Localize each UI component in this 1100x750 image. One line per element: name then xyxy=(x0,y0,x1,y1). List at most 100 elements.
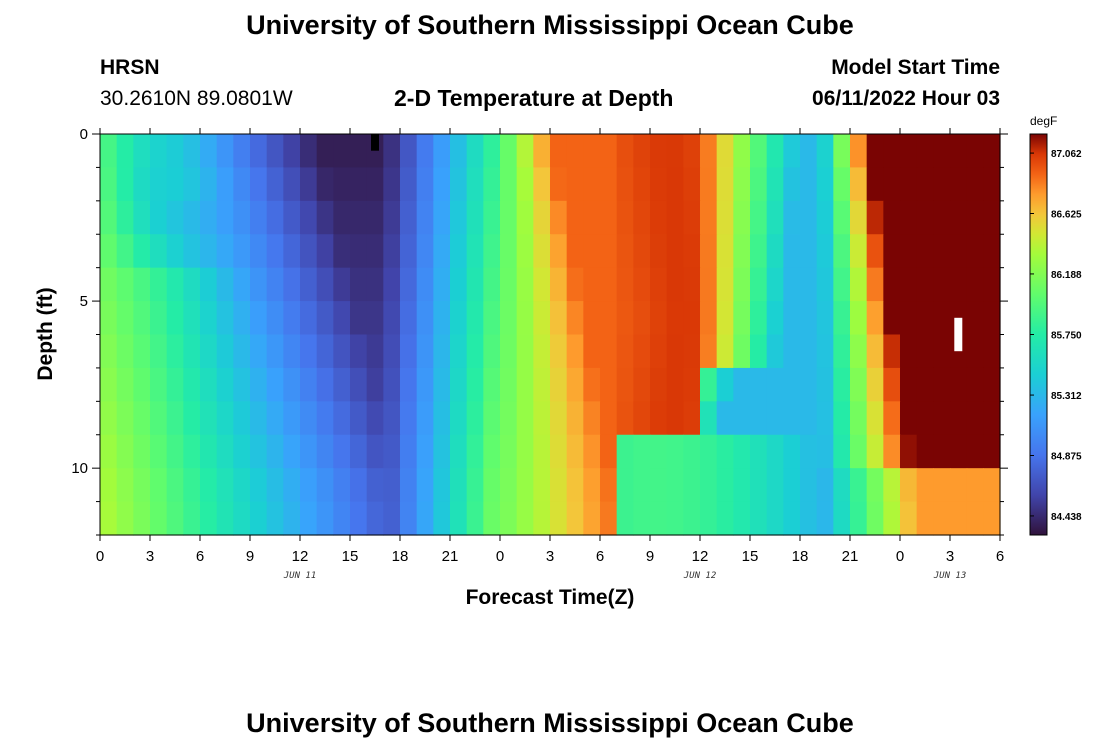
heatmap-cell xyxy=(766,200,784,235)
heatmap-cell xyxy=(666,434,684,469)
heatmap-cell xyxy=(766,167,784,202)
heatmap-cell xyxy=(150,267,168,302)
heatmap-cell xyxy=(783,334,801,369)
heatmap-cell xyxy=(200,468,218,503)
heatmap-cell xyxy=(766,301,784,336)
heatmap-cell xyxy=(683,301,701,336)
heatmap-cell xyxy=(233,334,251,369)
heatmap-cell xyxy=(533,200,551,235)
heatmap-cell xyxy=(300,501,318,536)
heatmap-cell xyxy=(600,234,618,269)
heatmap-cell xyxy=(400,267,418,302)
heatmap-cell xyxy=(533,134,551,169)
heatmap-cell xyxy=(866,134,884,169)
heatmap-cell xyxy=(933,468,951,503)
heatmap-cell xyxy=(366,134,384,169)
heatmap-cell xyxy=(516,200,534,235)
heatmap-cell xyxy=(750,367,768,402)
heatmap-cell xyxy=(816,267,834,302)
x-tick-label: 0 xyxy=(896,548,904,565)
depth-marker xyxy=(371,134,379,151)
heatmap-cell xyxy=(683,167,701,202)
heatmap-cell xyxy=(883,134,901,169)
heatmap-cell xyxy=(450,267,468,302)
heatmap-cell xyxy=(416,468,434,503)
heatmap-cell xyxy=(366,167,384,202)
heatmap-cell xyxy=(916,501,934,536)
heatmap-cell xyxy=(983,134,1001,169)
heatmap-cell xyxy=(550,234,568,269)
heatmap-cell xyxy=(983,468,1001,503)
heatmap-cell xyxy=(850,267,868,302)
heatmap-cell xyxy=(150,134,168,169)
heatmap-cell xyxy=(100,301,118,336)
heatmap-cell xyxy=(500,301,518,336)
heatmap-cell xyxy=(400,334,418,369)
heatmap-cell xyxy=(566,301,584,336)
heatmap-cell xyxy=(650,468,668,503)
heatmap-cell xyxy=(916,367,934,402)
heatmap-cell xyxy=(583,267,601,302)
heatmap-cell xyxy=(416,334,434,369)
heatmap-cell xyxy=(366,234,384,269)
heatmap-cell xyxy=(166,334,184,369)
heatmap-cell xyxy=(666,501,684,536)
heatmap-cell xyxy=(916,200,934,235)
heatmap-cell xyxy=(133,234,151,269)
heatmap-cell xyxy=(283,434,301,469)
heatmap-cell xyxy=(983,200,1001,235)
heatmap-cell xyxy=(166,234,184,269)
heatmap-cell xyxy=(866,501,884,536)
heatmap-cell xyxy=(616,334,634,369)
heatmap-cell xyxy=(333,367,351,402)
heatmap-cell xyxy=(500,134,518,169)
heatmap-cell xyxy=(350,301,368,336)
heatmap-cell xyxy=(366,401,384,436)
heatmap-cell xyxy=(783,401,801,436)
heatmap-cell xyxy=(583,501,601,536)
date-label: JUN 13 xyxy=(933,571,967,581)
heatmap-cell xyxy=(833,367,851,402)
heatmap-cell xyxy=(700,334,718,369)
heatmap-cell xyxy=(100,468,118,503)
heatmap-cell xyxy=(650,234,668,269)
heatmap-cell xyxy=(433,200,451,235)
heatmap-cell xyxy=(450,167,468,202)
heatmap-cell xyxy=(333,167,351,202)
heatmap-cell xyxy=(616,200,634,235)
heatmap-cell xyxy=(483,401,501,436)
heatmap-cell xyxy=(850,200,868,235)
heatmap-cell xyxy=(250,501,268,536)
heatmap-cell xyxy=(383,267,401,302)
heatmap-cell xyxy=(683,434,701,469)
x-tick-label: 12 xyxy=(292,548,309,565)
heatmap-cell xyxy=(950,367,968,402)
heatmap-cell xyxy=(350,401,368,436)
heatmap-cell xyxy=(866,334,884,369)
heatmap-cell xyxy=(350,134,368,169)
heatmap-cell xyxy=(116,434,134,469)
heatmap-cell xyxy=(633,401,651,436)
colorbar-tick-label: 84.875 xyxy=(1051,451,1082,462)
heatmap-cell xyxy=(766,234,784,269)
heatmap-cell xyxy=(850,434,868,469)
x-tick-label: 12 xyxy=(692,548,709,565)
heatmap-cell xyxy=(800,167,818,202)
heatmap-cell xyxy=(650,401,668,436)
heatmap-cell xyxy=(816,167,834,202)
heatmap-cell xyxy=(533,267,551,302)
heatmap-cell xyxy=(783,200,801,235)
heatmap-cell xyxy=(616,301,634,336)
heatmap-cell xyxy=(150,334,168,369)
heatmap-cell xyxy=(283,401,301,436)
heatmap-cell xyxy=(566,234,584,269)
heatmap-cell xyxy=(400,234,418,269)
heatmap-cell xyxy=(300,134,318,169)
heatmap-cell xyxy=(950,501,968,536)
heatmap-cell xyxy=(816,134,834,169)
heatmap-cell xyxy=(150,301,168,336)
heatmap-cell xyxy=(250,267,268,302)
heatmap-cell xyxy=(566,167,584,202)
heatmap-cell xyxy=(850,501,868,536)
